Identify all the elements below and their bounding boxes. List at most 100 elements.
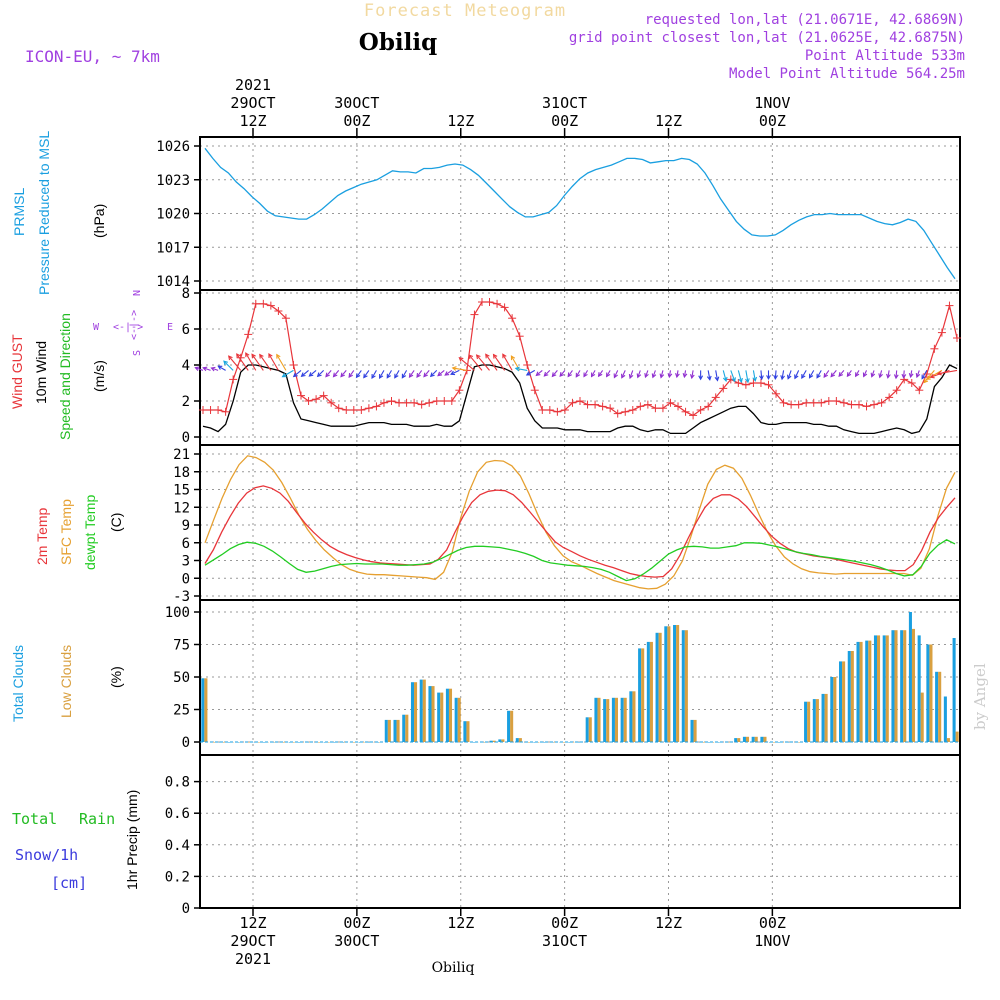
top-time-label: 31OCT (542, 94, 587, 112)
total-cloud-bar (472, 742, 476, 743)
total-cloud-bar (673, 625, 677, 742)
wind-arrow-head (752, 376, 758, 382)
total-cloud-bar (515, 738, 519, 742)
wind-arrow (251, 353, 264, 371)
compass-east: E (167, 322, 173, 333)
temp-frame (199, 444, 961, 601)
wind-arrow-head (823, 372, 829, 378)
wind-arrow-head (559, 372, 565, 377)
wind-arrow-head (325, 372, 330, 378)
wind-arrow-head (921, 374, 926, 380)
low-cloud-bar (737, 738, 741, 742)
total-cloud-bar (603, 699, 607, 742)
total-cloud-bar (437, 692, 441, 742)
total-cloud-bar (393, 719, 397, 742)
wind-arrow (459, 357, 475, 371)
wind-arrow (559, 370, 566, 377)
wind-arrow (730, 370, 736, 382)
wind-arrow-head (423, 372, 428, 378)
total-cloud-bar (402, 714, 406, 742)
wind-arrow-head (394, 373, 399, 379)
wind-arrow (715, 370, 719, 381)
wind-arrow-head (689, 374, 695, 380)
top-time-label: 00Z (759, 112, 786, 130)
total-cloud-bar (568, 742, 572, 743)
wind-arrow-head (816, 373, 821, 379)
station-title: Obiliq (359, 29, 437, 56)
wind-arrow-head (348, 372, 353, 378)
wind-dir-label: Speed and Direction (57, 313, 73, 440)
wind-arrow (543, 370, 551, 377)
temp-ytick-label-7: 18 (173, 465, 190, 481)
wind-arrow-head (780, 375, 785, 381)
total-cloud-bar (655, 632, 659, 742)
wind-arrow (485, 353, 498, 371)
compass-arrow-horizontal: <-|-> (113, 322, 143, 333)
wind-arrow (259, 354, 272, 371)
total-cloud-bar (926, 644, 930, 742)
total-cloud-bar (873, 635, 878, 742)
low-cloud-bar (291, 742, 295, 743)
low-cloud-bar (850, 651, 854, 742)
low-cloud-bar (903, 630, 907, 742)
low-cloud-bar (920, 692, 924, 742)
total-cloud-bar (533, 742, 537, 743)
low-cloud-bar (361, 742, 365, 743)
wind-arrow (515, 367, 528, 371)
model-label: ICON-EU, ~ 7km (25, 47, 160, 66)
bottom-time-label: 29OCT (230, 932, 275, 950)
wind-arrow (787, 370, 792, 379)
total-cloud-bar (638, 648, 642, 742)
total-cloud-bar (507, 710, 511, 742)
sfc-temp-line (204, 455, 956, 590)
wind-arrow-head (340, 372, 345, 378)
wind-arrow-head (759, 375, 764, 381)
wind-arrow-head (451, 366, 457, 371)
total-cloud-bar (262, 742, 266, 743)
wind-panel: 0 2 4 6 8 (182, 286, 961, 446)
low-cloud-bar (326, 742, 330, 743)
wind-arrow (823, 370, 830, 378)
top-time-label: 12Z (239, 112, 266, 130)
wind-arrow-head (886, 373, 891, 379)
wind-arrow (340, 370, 347, 377)
wind-arrow (379, 370, 385, 379)
temp-ytick-label-8: 21 (173, 447, 190, 463)
low-cloud-bar (440, 692, 444, 742)
wind-arrow (923, 370, 935, 383)
total-cloud-bar (445, 688, 449, 742)
wind-arrow (921, 370, 928, 379)
low-cloud-bar (422, 679, 426, 742)
total-cloud-bar (410, 682, 415, 742)
bottom-time-label: 12Z (239, 914, 266, 932)
wind-arrow (452, 367, 467, 371)
wind-unit-label: (m/s) (91, 360, 107, 392)
wind-arrow (444, 369, 453, 376)
wind-arrow (437, 369, 445, 377)
wind-arrow-head (363, 373, 368, 379)
wind-arrow-head (936, 370, 942, 376)
wind-arrow-head (502, 353, 507, 359)
wind-arrow (363, 370, 370, 378)
wind-arrow-head (838, 372, 844, 377)
wind-arrow (774, 370, 777, 379)
low-cloud-bar (684, 630, 688, 742)
wind-arrow (430, 370, 438, 377)
wind-arrow (309, 369, 317, 377)
low-cloud-bar (798, 742, 802, 743)
wind-arrow-head (901, 373, 907, 379)
wind-arrow-head (355, 373, 361, 379)
requested-coords: requested lon,lat (21.0671E, 42.6869N) (645, 12, 965, 28)
low-cloud-bar (754, 736, 758, 742)
total-cloud-bar (707, 742, 712, 743)
low-cloud-bar (859, 641, 863, 742)
wind-arrow (575, 370, 581, 378)
low-cloud-bar (317, 742, 321, 743)
wind-arrow (737, 370, 742, 383)
precip-ytick-label-3: 0.6 (165, 806, 190, 822)
wind-arrow-head (492, 353, 498, 359)
pressure-ytick-label-0: 1014 (156, 274, 190, 290)
wind-arrow-head (475, 354, 481, 360)
total-cloud-bar (332, 742, 336, 743)
wind-arrow-head (613, 373, 618, 379)
